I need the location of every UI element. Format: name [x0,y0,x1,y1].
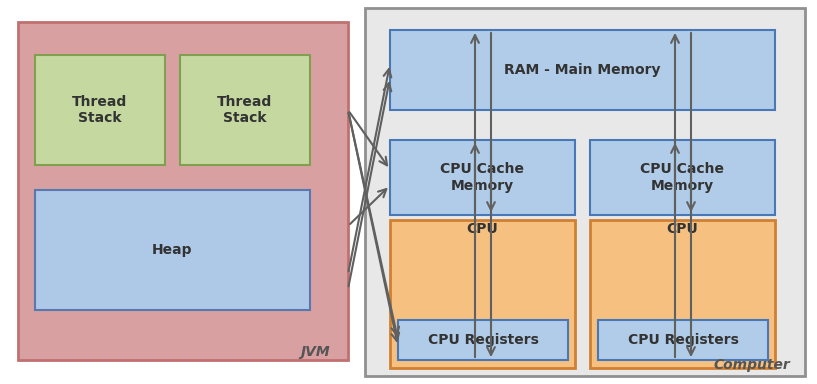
Bar [35,190,310,310]
Bar [18,22,348,360]
Text: CPU Registers: CPU Registers [627,333,739,347]
Text: CPU Cache
Memory: CPU Cache Memory [641,162,725,193]
Text: JVM: JVM [301,345,330,359]
Bar [590,140,775,215]
Text: CPU: CPU [666,222,698,236]
Bar [590,220,775,368]
Bar [35,55,165,165]
Text: Heap: Heap [152,243,193,257]
Bar [390,140,575,215]
Text: Computer: Computer [713,358,790,372]
Bar [598,320,768,360]
Text: Thread
Stack: Thread Stack [73,95,127,125]
Bar [180,55,310,165]
Text: CPU Registers: CPU Registers [427,333,538,347]
Text: CPU Cache
Memory: CPU Cache Memory [440,162,525,193]
Text: RAM - Main Memory: RAM - Main Memory [504,63,661,77]
Bar [365,8,805,376]
Text: CPU: CPU [467,222,498,236]
Bar [390,30,775,110]
Text: Thread
Stack: Thread Stack [217,95,273,125]
Bar [390,220,575,368]
Bar [398,320,568,360]
